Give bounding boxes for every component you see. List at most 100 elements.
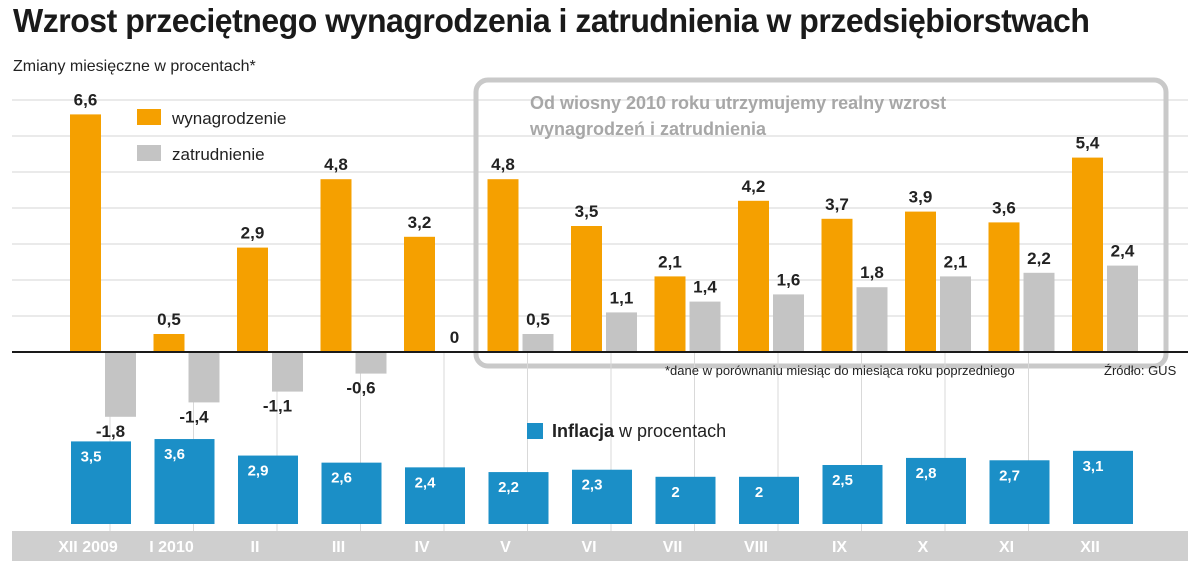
chart-title: Wzrost przeciętnego wynagrodzenia i zatr…: [13, 2, 1090, 39]
label-wages: 3,9: [909, 188, 933, 207]
bar-wages: [988, 222, 1020, 352]
label-employment: 1,8: [860, 263, 884, 282]
bar-inflation: [321, 462, 382, 524]
legend-swatch-wages: [137, 109, 161, 125]
label-employment: -0,6: [346, 379, 375, 398]
bar-inflation: [739, 476, 799, 524]
bar-inflation: [1073, 450, 1133, 524]
label-employment: -1,1: [263, 397, 292, 416]
label-inflation: 3,1: [1083, 458, 1104, 475]
highlight-text-line2: wynagrodzeń i zatrudnienia: [529, 119, 767, 139]
bar-inflation: [154, 439, 215, 524]
bar-inflation: [71, 441, 131, 524]
legend-label-employment: zatrudnienie: [172, 145, 265, 164]
label-wages: 0,5: [157, 310, 181, 329]
label-inflation: 2,5: [832, 472, 853, 489]
label-wages: 4,2: [742, 177, 766, 196]
label-inflation: 2,9: [248, 463, 269, 480]
bar-employment: [188, 352, 220, 403]
legend-swatch-employment: [137, 145, 161, 161]
bar-wages: [404, 236, 435, 352]
bar-employment: [1107, 265, 1138, 352]
bars: 6,6 -1,8 0,5 -1,4 2,9 -1,1 4,8 -0,6 3,2 0 4,8 0,5 3,…: [70, 90, 1138, 441]
label-inflation: 3,5: [81, 448, 102, 465]
bar-employment: [105, 352, 136, 417]
bar-employment: [856, 287, 888, 352]
x-tick-label: II: [251, 539, 260, 556]
x-tick-label: XII: [1080, 539, 1100, 556]
bar-employment: [689, 301, 721, 352]
label-inflation: 2,8: [916, 465, 937, 482]
label-employment: 0,5: [526, 310, 550, 329]
label-wages: 3,2: [408, 213, 432, 232]
x-axis-band: [12, 531, 1188, 561]
x-tick-labels: XII 2009 I 2010 II III IV V VI VII VIII IX X XI XII: [58, 539, 1100, 556]
label-inflation: 2,2: [498, 479, 519, 496]
x-tick-label: XI: [999, 539, 1014, 556]
label-wages: 3,6: [992, 198, 1016, 217]
source-note: Źródło: GUS: [1104, 363, 1177, 378]
label-employment: 1,4: [693, 278, 717, 297]
label-employment: 2,4: [1111, 242, 1135, 261]
inflation-legend-label: Inflacja w procentach: [552, 421, 726, 441]
x-tick-label: III: [332, 539, 345, 556]
label-wages: 3,7: [825, 195, 849, 214]
bar-employment: [355, 352, 387, 374]
x-tick-label: X: [918, 539, 929, 556]
inflation-legend-rest: w procentach: [614, 421, 726, 441]
bar-wages: [70, 114, 101, 353]
label-wages: 4,8: [491, 155, 515, 174]
label-wages: 3,5: [575, 202, 599, 221]
legend-label-wages: wynagrodzenie: [171, 109, 286, 128]
label-wages: 6,6: [74, 90, 98, 109]
label-inflation: 2: [755, 484, 763, 501]
bar-wages: [487, 179, 519, 352]
bar-wages: [821, 218, 853, 352]
bar-wages: [905, 211, 936, 352]
x-tick-label: I 2010: [149, 539, 194, 556]
label-wages: 2,1: [658, 252, 682, 271]
label-employment: 0: [450, 328, 459, 347]
x-tick-label: VI: [581, 539, 596, 556]
footnote: *dane w porównaniu miesiąc do miesiąca r…: [665, 363, 1015, 378]
bar-employment: [522, 334, 554, 352]
bar-wages: [738, 200, 769, 352]
bar-inflation: [989, 460, 1050, 524]
highlight-panel: [473, 77, 1169, 369]
bar-employment: [940, 276, 971, 352]
bar-inflation: [488, 472, 549, 524]
bar-wages: [153, 334, 185, 352]
bar-employment: [606, 312, 637, 352]
label-inflation: 2,6: [331, 470, 352, 487]
bar-wages: [237, 247, 268, 352]
bar-wages: [571, 226, 602, 352]
bar-inflation: [572, 469, 632, 524]
label-employment: 2,2: [1027, 249, 1051, 268]
chart-subtitle: Zmiany miesięczne w procentach*: [13, 58, 256, 75]
inflation-legend-swatch: [527, 423, 543, 439]
bar-employment: [272, 352, 303, 392]
bar-employment: [773, 294, 804, 352]
label-employment: 1,1: [610, 288, 634, 307]
x-tick-label: XII 2009: [58, 539, 118, 556]
inflation-bars: 3,5 3,6 2,9 2,6 2,4 2,2 2,3 2 2 2,5 2,8 2,7 3,1: [71, 439, 1133, 524]
bar-employment: [1023, 272, 1055, 352]
label-employment: -1,4: [179, 407, 209, 426]
x-tick-label: IV: [414, 539, 429, 556]
label-inflation: 2,4: [415, 474, 437, 491]
label-employment: -1,8: [96, 422, 125, 441]
label-inflation: 2: [671, 484, 679, 501]
label-wages: 4,8: [324, 155, 348, 174]
x-tick-label: V: [500, 539, 511, 556]
bar-inflation: [238, 455, 298, 524]
label-employment: 2,1: [944, 252, 968, 271]
label-inflation: 2,3: [582, 477, 603, 494]
label-wages: 2,9: [241, 224, 265, 243]
label-inflation: 3,6: [164, 446, 185, 463]
x-tick-label: VIII: [744, 539, 768, 556]
inflation-legend-bold: Inflacja: [552, 421, 615, 441]
bar-wages: [654, 276, 686, 352]
bar-inflation: [822, 465, 883, 524]
bar-inflation: [655, 476, 716, 524]
